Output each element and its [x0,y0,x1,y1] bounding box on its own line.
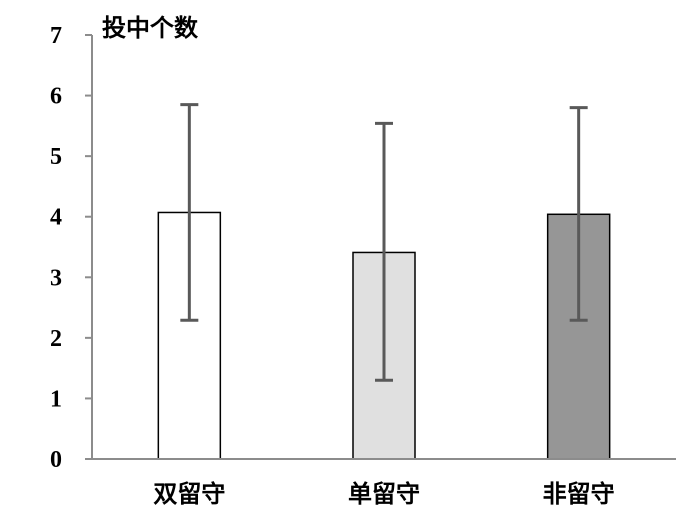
x-tick-label: 非留守 [543,480,615,508]
y-tick-label: 4 [50,205,62,231]
y-axis-ticks: 0 1 2 3 4 5 6 7 [50,23,92,473]
y-tick-label: 1 [50,386,62,412]
y-tick-label: 5 [50,144,62,170]
y-tick-label: 0 [50,447,62,473]
x-tick-label: 单留守 [348,480,420,508]
y-tick-label: 3 [50,265,62,291]
x-tick-label: 双留守 [153,480,225,508]
y-axis-title: 投中个数 [102,14,199,42]
x-axis-labels: 双留守 单留守 非留守 [153,480,614,508]
y-tick-label: 2 [50,326,62,352]
error-bars [180,103,588,382]
y-tick-label: 6 [50,84,62,110]
y-tick-label: 7 [50,23,62,49]
